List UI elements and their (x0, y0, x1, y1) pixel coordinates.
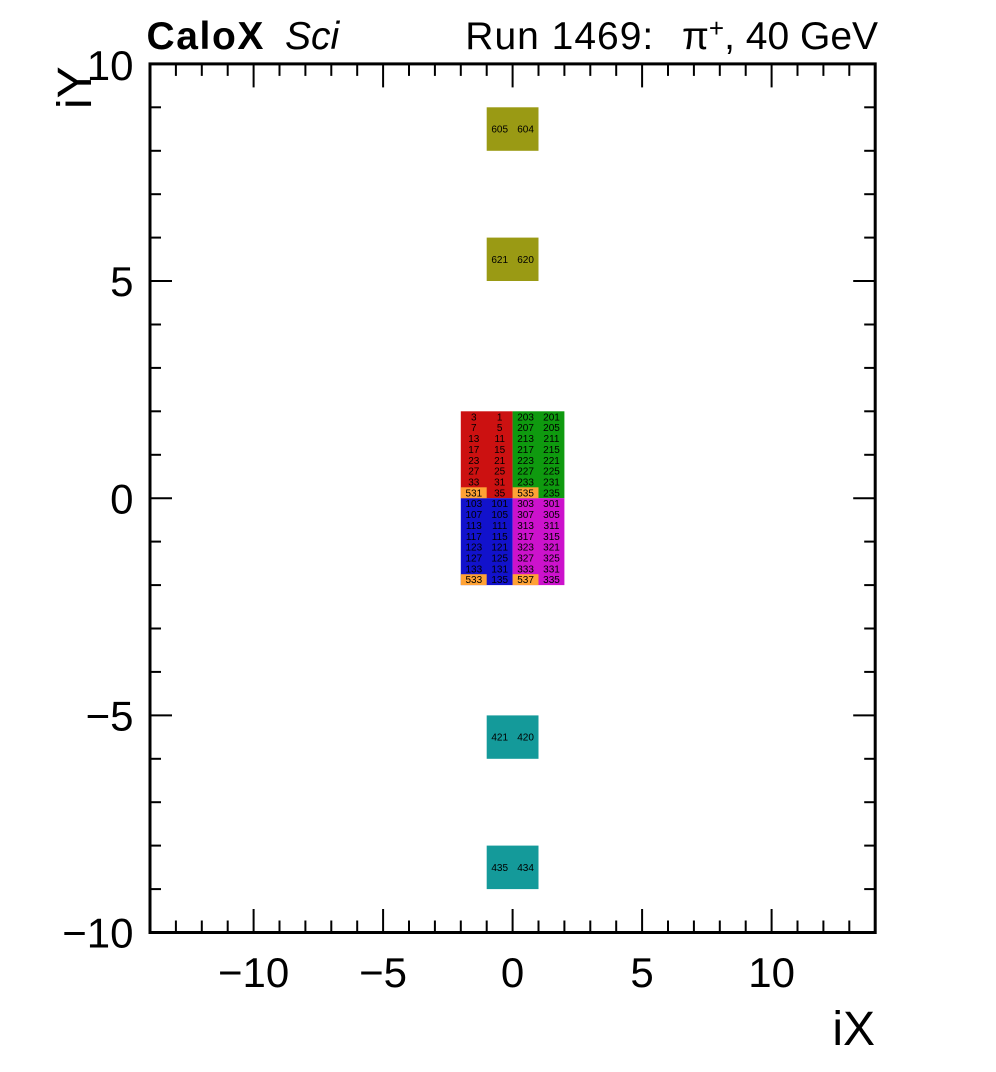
svg-text:1: 1 (497, 412, 503, 423)
svg-text:420: 420 (517, 733, 534, 744)
svg-text:11: 11 (495, 434, 506, 445)
svg-text:225: 225 (543, 467, 560, 478)
svg-text:303: 303 (517, 499, 534, 510)
svg-text:335: 335 (543, 575, 560, 586)
svg-text:215: 215 (543, 445, 560, 456)
svg-text:435: 435 (491, 863, 508, 874)
svg-text:121: 121 (491, 543, 508, 554)
svg-text:535: 535 (517, 488, 534, 499)
svg-text:23: 23 (468, 456, 480, 467)
svg-text:21: 21 (494, 456, 506, 467)
svg-text:15: 15 (494, 445, 506, 456)
svg-text:233: 233 (517, 478, 534, 489)
svg-text:5: 5 (630, 949, 653, 996)
svg-text:211: 211 (544, 434, 560, 445)
svg-text:620: 620 (517, 255, 534, 266)
svg-text:531: 531 (465, 488, 482, 499)
svg-text:5: 5 (110, 258, 133, 305)
svg-text:537: 537 (517, 575, 534, 586)
svg-text:325: 325 (543, 554, 560, 565)
svg-text:115: 115 (492, 532, 508, 543)
svg-text:301: 301 (543, 499, 560, 510)
svg-text:207: 207 (517, 423, 534, 434)
svg-text:217: 217 (517, 445, 534, 456)
svg-text:−5: −5 (86, 693, 134, 740)
svg-text:107: 107 (465, 510, 482, 521)
svg-text:25: 25 (494, 467, 506, 478)
svg-text:iX: iX (832, 1003, 875, 1056)
svg-text:31: 31 (494, 478, 506, 489)
svg-text:533: 533 (465, 575, 482, 586)
svg-text:−10: −10 (218, 949, 289, 996)
svg-text:−5: −5 (359, 949, 407, 996)
svg-text:0: 0 (110, 475, 133, 522)
svg-text:125: 125 (491, 554, 508, 565)
svg-text:205: 205 (543, 423, 560, 434)
svg-text:333: 333 (517, 564, 534, 575)
svg-text:−10: −10 (62, 910, 133, 957)
svg-text:327: 327 (517, 554, 534, 565)
svg-text:33: 33 (468, 478, 480, 489)
svg-text:621: 621 (491, 255, 508, 266)
svg-text:0: 0 (501, 949, 524, 996)
svg-text:203: 203 (517, 412, 534, 423)
svg-text:133: 133 (465, 564, 482, 575)
svg-text:iY: iY (49, 66, 102, 109)
svg-text:Sci: Sci (285, 15, 341, 58)
svg-text:13: 13 (468, 434, 480, 445)
svg-text:315: 315 (543, 532, 560, 543)
svg-text:123: 123 (465, 543, 482, 554)
svg-text:CaloX: CaloX (147, 15, 266, 58)
svg-text:131: 131 (491, 564, 508, 575)
svg-text:331: 331 (543, 564, 560, 575)
svg-text:235: 235 (543, 488, 560, 499)
svg-text:Run 1469:: Run 1469: (465, 15, 654, 58)
svg-text:213: 213 (517, 434, 534, 445)
svg-text:223: 223 (517, 456, 534, 467)
svg-text:311: 311 (544, 521, 560, 532)
svg-text:10: 10 (87, 42, 134, 89)
svg-text:105: 105 (491, 510, 508, 521)
svg-text:127: 127 (465, 554, 482, 565)
svg-text:17: 17 (468, 445, 480, 456)
svg-text:135: 135 (491, 575, 508, 586)
svg-text:317: 317 (517, 532, 534, 543)
svg-text:111: 111 (492, 521, 508, 532)
svg-text:221: 221 (543, 456, 560, 467)
svg-text:7: 7 (471, 423, 477, 434)
svg-text:10: 10 (748, 949, 795, 996)
svg-text:231: 231 (543, 478, 560, 489)
svg-text:434: 434 (517, 863, 534, 874)
svg-text:35: 35 (494, 488, 506, 499)
svg-text:201: 201 (543, 412, 560, 423)
svg-text:421: 421 (491, 733, 508, 744)
svg-text:323: 323 (517, 543, 534, 554)
svg-text:5: 5 (497, 423, 503, 434)
svg-text:307: 307 (517, 510, 534, 521)
svg-text:3: 3 (471, 412, 477, 423)
svg-text:305: 305 (543, 510, 560, 521)
svg-text:604: 604 (517, 125, 534, 136)
svg-text:313: 313 (517, 521, 534, 532)
svg-text:113: 113 (466, 521, 482, 532)
svg-text:π+, 40 GeV: π+, 40 GeV (682, 13, 878, 58)
svg-text:101: 101 (491, 499, 508, 510)
svg-text:605: 605 (491, 125, 508, 136)
svg-text:117: 117 (466, 532, 482, 543)
svg-text:321: 321 (543, 543, 560, 554)
svg-text:27: 27 (468, 467, 480, 478)
svg-text:103: 103 (465, 499, 482, 510)
svg-text:227: 227 (517, 467, 534, 478)
